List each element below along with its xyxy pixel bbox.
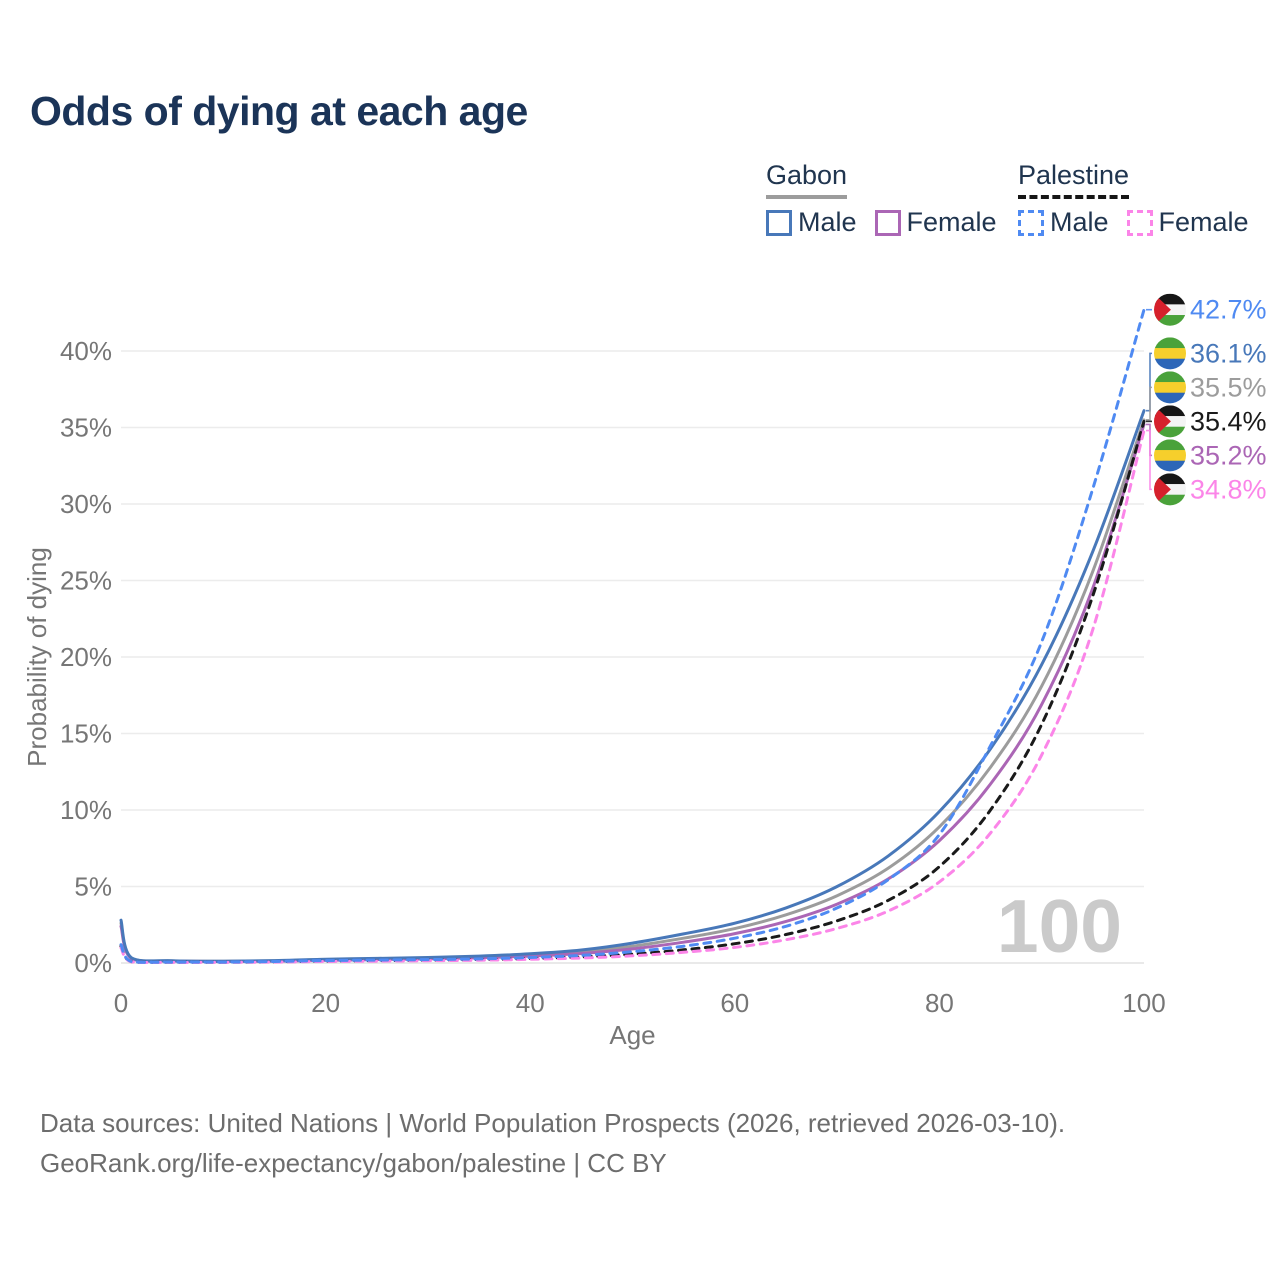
series-line-gabon-female [119, 422, 1146, 964]
y-tick-label: 30% [60, 489, 112, 519]
end-label-gabon-both-sexes: 35.5% [1146, 371, 1267, 421]
legend-item-label: Female [906, 207, 997, 237]
age-watermark: 100 [997, 884, 1122, 968]
line-swatch-icon [766, 209, 792, 236]
y-tick-label: 20% [60, 642, 112, 672]
y-tick-label: 15% [60, 719, 112, 749]
palestine-flag-icon [1154, 405, 1186, 438]
legend-group-palestine: Palestine Male Female [1018, 160, 1249, 238]
legend-item-palestine-male[interactable]: Male [1018, 207, 1109, 238]
end-label-value: 34.8% [1190, 474, 1267, 504]
end-label-value: 36.1% [1190, 338, 1267, 368]
end-label-palestine-female: 34.8% [1146, 429, 1267, 506]
legend-item-label: Female [1158, 207, 1249, 237]
line-swatch-icon [1126, 209, 1153, 236]
series-line-palestine-both-sexes [119, 419, 1146, 964]
end-label-value: 35.5% [1190, 372, 1267, 402]
series-line-palestine-female [119, 429, 1146, 965]
gabon-flag-icon [1154, 371, 1186, 404]
y-axis-title: Probability of dying [22, 547, 52, 767]
end-label-gabon-male: 36.1% [1146, 337, 1267, 412]
label-connector [1146, 386, 1152, 421]
chart-legend: Gabon Male Female Palestine Male [0, 160, 1280, 250]
line-swatch-icon [1018, 209, 1044, 236]
x-tick-label: 20 [311, 988, 340, 1018]
source-link-text[interactable]: GeoRank.org/life-expectancy/gabon/palest… [40, 1148, 667, 1178]
data-sources-text: Data sources: United Nations | World Pop… [40, 1108, 1066, 1138]
y-tick-label: 40% [60, 336, 112, 366]
x-tick-label: 100 [1122, 988, 1165, 1018]
end-label-value: 42.7% [1190, 295, 1267, 325]
legend-country-gabon: Gabon [766, 160, 848, 199]
label-connector [1146, 423, 1152, 457]
label-connector [1146, 352, 1152, 412]
gabon-flag-icon [1154, 439, 1186, 472]
end-label-value: 35.2% [1190, 440, 1267, 470]
x-axis-title: Age [609, 1020, 655, 1050]
label-connector [1146, 429, 1152, 491]
legend-item-palestine-female[interactable]: Female [1126, 207, 1249, 238]
legend-country-palestine: Palestine [1018, 160, 1130, 199]
legend-item-label: Male [1050, 207, 1109, 237]
legend-item-label: Male [798, 207, 857, 237]
y-tick-label: 35% [60, 413, 112, 443]
series-line-palestine-male [119, 308, 1146, 964]
palestine-flag-icon [1154, 293, 1186, 326]
y-tick-label: 0% [74, 948, 112, 978]
y-tick-label: 5% [74, 872, 112, 902]
mortality-line-chart: 0% 5% 10% 15% 20% 25% 30% 35% 40% 100 0 20 40 60 80 100… [22, 293, 1267, 1050]
end-label-gabon-female: 35.2% [1146, 423, 1267, 472]
gabon-flag-icon [1154, 337, 1186, 370]
legend-row-gabon: Male Female [766, 207, 997, 238]
x-tick-label: 0 [114, 988, 128, 1018]
legend-row-palestine: Male Female [1018, 207, 1249, 238]
legend-group-gabon: Gabon Male Female [766, 160, 997, 238]
x-tick-label: 60 [720, 988, 749, 1018]
line-swatch-icon [874, 209, 901, 236]
legend-item-gabon-male[interactable]: Male [766, 207, 857, 238]
x-tick-label: 80 [925, 988, 954, 1018]
page-title: Odds of dying at each age [30, 88, 528, 134]
x-tick-label: 40 [516, 988, 545, 1018]
end-label-palestine-both-sexes: 35.4% [1146, 405, 1267, 438]
legend-item-gabon-female[interactable]: Female [874, 207, 997, 238]
y-tick-label: 10% [60, 795, 112, 825]
series-line-gabon-both-sexes [119, 418, 1146, 963]
end-label-value: 35.4% [1190, 406, 1267, 436]
end-label-palestine-male: 42.7% [1146, 293, 1267, 326]
y-tick-label: 25% [60, 566, 112, 596]
series-line-gabon-male [119, 409, 1146, 963]
palestine-flag-icon [1154, 473, 1186, 506]
